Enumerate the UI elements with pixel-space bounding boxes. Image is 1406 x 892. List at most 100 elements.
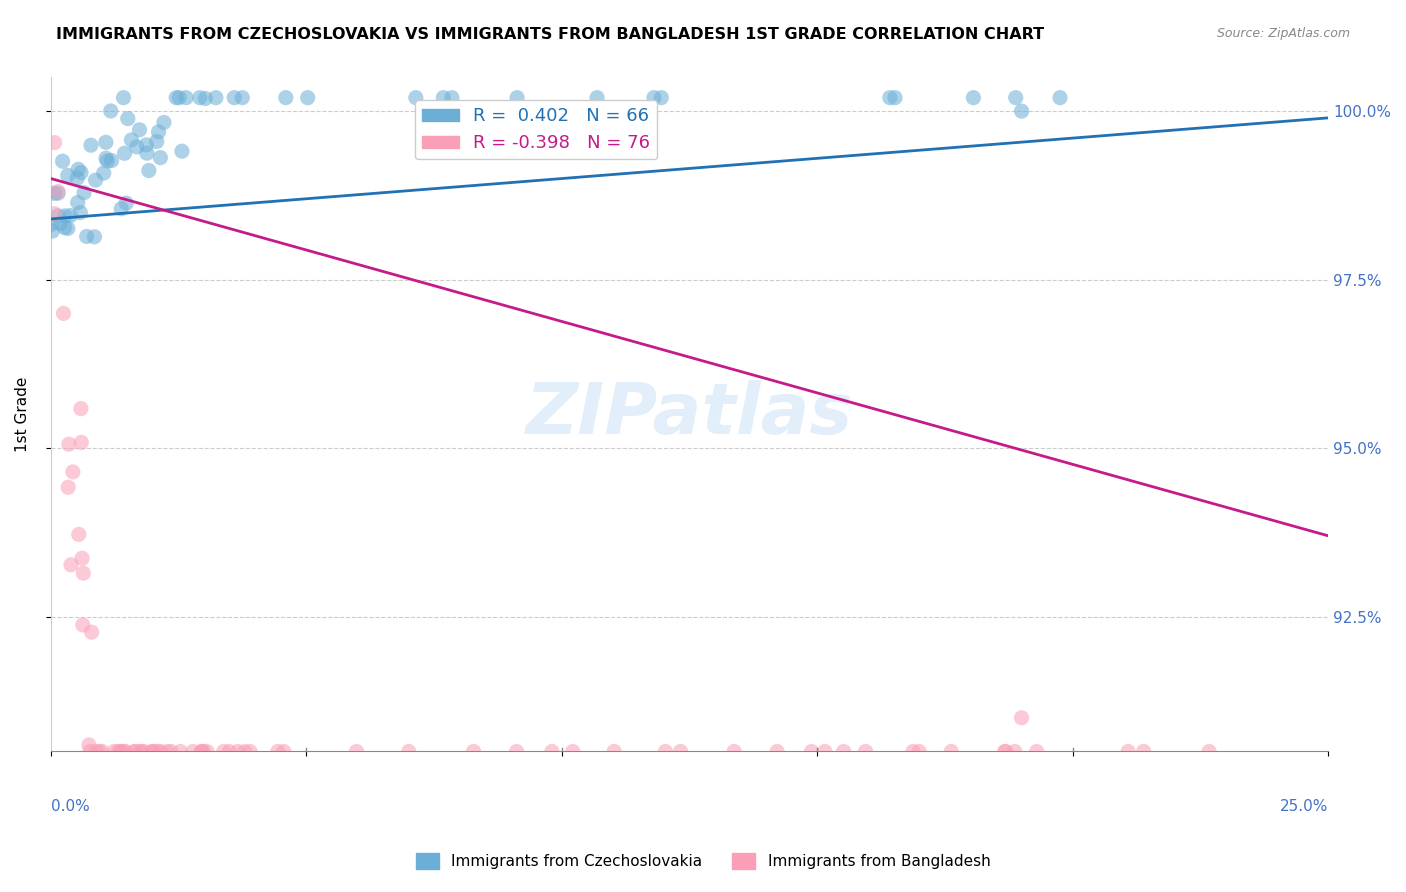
Immigrants from Bangladesh	[160, 744, 183, 758]
Immigrants from Czechoslovakia	[93, 166, 115, 180]
Immigrants from Czechoslovakia	[149, 151, 172, 165]
Immigrants from Czechoslovakia	[135, 146, 157, 161]
Immigrants from Bangladesh	[79, 744, 101, 758]
Immigrants from Czechoslovakia	[80, 138, 103, 153]
Immigrants from Bangladesh	[108, 744, 131, 758]
Immigrants from Czechoslovakia	[650, 90, 672, 104]
Text: ZIPatlas: ZIPatlas	[526, 380, 853, 449]
Immigrants from Czechoslovakia	[44, 186, 66, 201]
Immigrants from Czechoslovakia	[138, 163, 160, 178]
Immigrants from Bangladesh	[156, 744, 179, 758]
Immigrants from Czechoslovakia	[49, 217, 72, 231]
Immigrants from Czechoslovakia	[1004, 90, 1026, 104]
Immigrants from Bangladesh	[346, 744, 368, 758]
Immigrants from Bangladesh	[110, 744, 132, 758]
Immigrants from Bangladesh	[233, 744, 256, 758]
Immigrants from Czechoslovakia	[69, 205, 91, 219]
Immigrants from Bangladesh	[994, 744, 1017, 758]
Immigrants from Bangladesh	[124, 744, 146, 758]
Immigrants from Bangladesh	[855, 744, 877, 758]
Immigrants from Bangladesh	[143, 744, 166, 758]
Immigrants from Czechoslovakia	[586, 90, 609, 104]
Text: IMMIGRANTS FROM CZECHOSLOVAKIA VS IMMIGRANTS FROM BANGLADESH 1ST GRADE CORRELATI: IMMIGRANTS FROM CZECHOSLOVAKIA VS IMMIGR…	[56, 27, 1045, 42]
Immigrants from Bangladesh	[89, 744, 111, 758]
Immigrants from Bangladesh	[908, 744, 931, 758]
Immigrants from Bangladesh	[832, 744, 855, 758]
Immigrants from Czechoslovakia	[56, 221, 79, 235]
Immigrants from Czechoslovakia	[83, 229, 105, 244]
Immigrants from Bangladesh	[505, 744, 527, 758]
Immigrants from Czechoslovakia	[884, 90, 907, 104]
Immigrants from Czechoslovakia	[224, 90, 246, 104]
Immigrants from Bangladesh	[1004, 744, 1026, 758]
Immigrants from Bangladesh	[195, 744, 218, 758]
Immigrants from Bangladesh	[114, 744, 136, 758]
Immigrants from Czechoslovakia	[1049, 90, 1071, 104]
Immigrants from Bangladesh	[212, 744, 235, 758]
Immigrants from Bangladesh	[267, 744, 290, 758]
Immigrants from Bangladesh	[669, 744, 692, 758]
Immigrants from Czechoslovakia	[165, 90, 187, 104]
Immigrants from Bangladesh	[654, 744, 676, 758]
Immigrants from Czechoslovakia	[39, 218, 62, 232]
Immigrants from Bangladesh	[107, 744, 129, 758]
Immigrants from Czechoslovakia	[440, 90, 463, 104]
Immigrants from Czechoslovakia	[125, 140, 148, 154]
Immigrants from Bangladesh	[239, 744, 262, 758]
Immigrants from Bangladesh	[84, 744, 107, 758]
Immigrants from Czechoslovakia	[41, 224, 63, 238]
Immigrants from Czechoslovakia	[115, 196, 138, 211]
Immigrants from Bangladesh	[149, 744, 172, 758]
Immigrants from Bangladesh	[103, 744, 125, 758]
Immigrants from Bangladesh	[463, 744, 485, 758]
Immigrants from Czechoslovakia	[643, 90, 665, 104]
Immigrants from Czechoslovakia	[231, 90, 253, 104]
Text: Source: ZipAtlas.com: Source: ZipAtlas.com	[1216, 27, 1350, 40]
Y-axis label: 1st Grade: 1st Grade	[15, 376, 30, 452]
Immigrants from Czechoslovakia	[194, 91, 217, 105]
Immigrants from Bangladesh	[766, 744, 789, 758]
Immigrants from Czechoslovakia	[188, 90, 211, 104]
Immigrants from Bangladesh	[994, 744, 1017, 758]
Immigrants from Bangladesh	[148, 744, 170, 758]
Immigrants from Czechoslovakia	[67, 162, 90, 177]
Immigrants from Czechoslovakia	[66, 195, 89, 210]
Immigrants from Bangladesh	[80, 625, 103, 640]
Immigrants from Bangladesh	[273, 744, 295, 758]
Point	[1011, 711, 1033, 725]
Text: 0.0%: 0.0%	[51, 798, 90, 814]
Immigrants from Bangladesh	[70, 401, 93, 416]
Immigrants from Bangladesh	[70, 435, 93, 450]
Immigrants from Czechoslovakia	[167, 90, 190, 104]
Immigrants from Bangladesh	[112, 744, 135, 758]
Immigrants from Bangladesh	[398, 744, 420, 758]
Immigrants from Czechoslovakia	[110, 202, 132, 216]
Immigrants from Bangladesh	[941, 744, 963, 758]
Immigrants from Czechoslovakia	[112, 90, 135, 104]
Immigrants from Bangladesh	[1116, 744, 1139, 758]
Immigrants from Czechoslovakia	[145, 135, 167, 149]
Immigrants from Czechoslovakia	[56, 169, 79, 183]
Immigrants from Bangladesh	[190, 744, 212, 758]
Immigrants from Czechoslovakia	[100, 103, 122, 118]
Legend: Immigrants from Czechoslovakia, Immigrants from Bangladesh: Immigrants from Czechoslovakia, Immigran…	[409, 847, 997, 875]
Point	[1011, 104, 1033, 119]
Immigrants from Czechoslovakia	[59, 209, 82, 223]
Immigrants from Czechoslovakia	[52, 154, 75, 169]
Immigrants from Czechoslovakia	[962, 90, 984, 104]
Immigrants from Bangladesh	[52, 306, 75, 320]
Immigrants from Czechoslovakia	[879, 90, 901, 104]
Immigrants from Czechoslovakia	[100, 153, 122, 168]
Immigrants from Czechoslovakia	[94, 151, 117, 165]
Immigrants from Bangladesh	[59, 558, 82, 572]
Immigrants from Bangladesh	[46, 185, 69, 199]
Immigrants from Czechoslovakia	[405, 90, 427, 104]
Immigrants from Bangladesh	[132, 744, 155, 758]
Immigrants from Czechoslovakia	[506, 90, 529, 104]
Immigrants from Bangladesh	[77, 738, 100, 752]
Immigrants from Czechoslovakia	[135, 137, 157, 152]
Immigrants from Czechoslovakia	[148, 125, 170, 139]
Immigrants from Bangladesh	[70, 551, 93, 566]
Immigrants from Czechoslovakia	[432, 90, 454, 104]
Immigrants from Czechoslovakia	[174, 90, 197, 104]
